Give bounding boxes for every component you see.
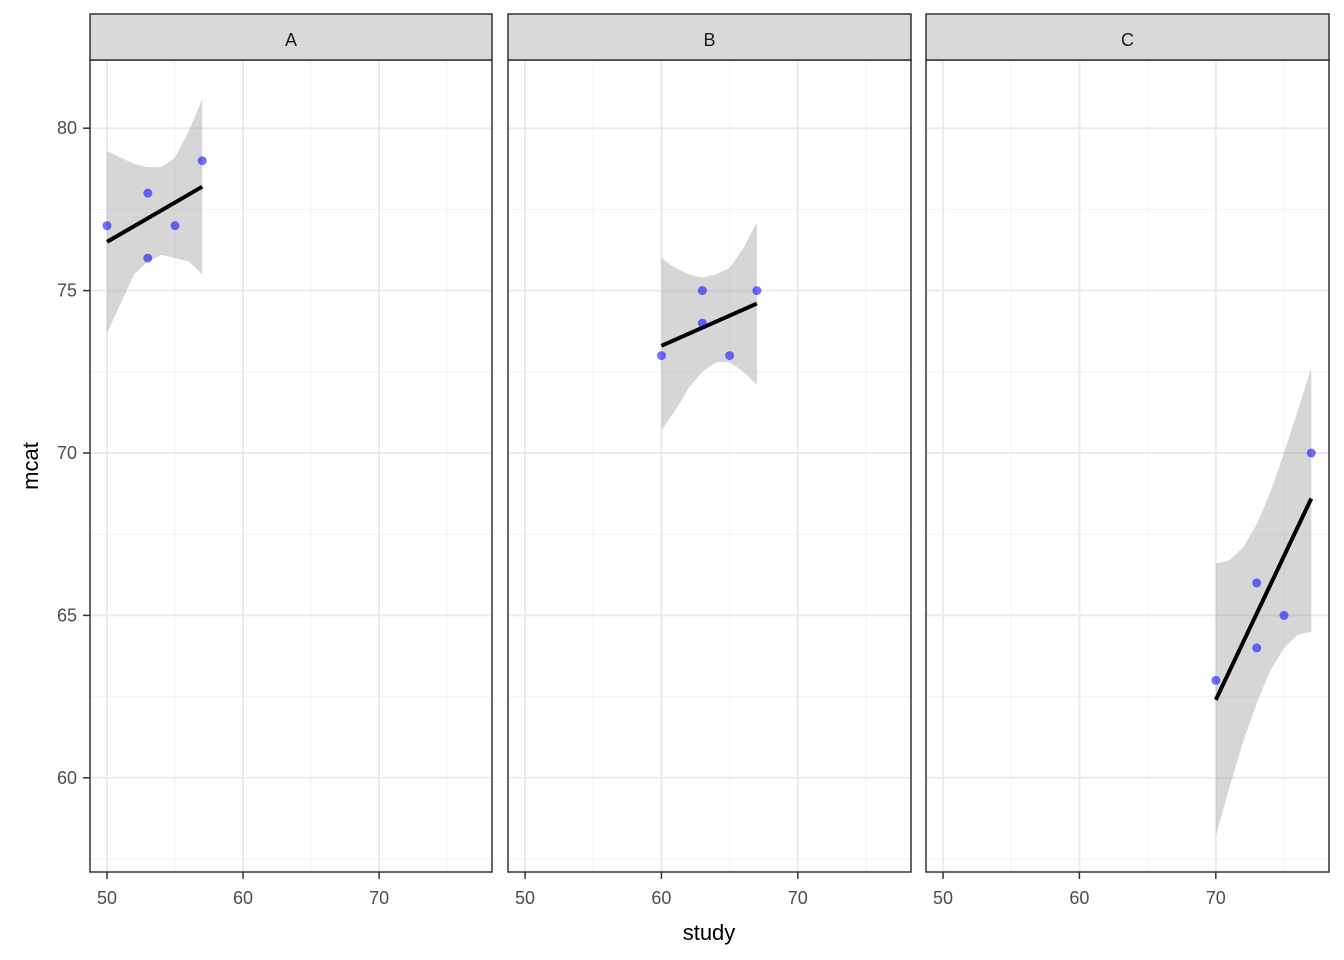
facet-strip [925,13,1330,61]
data-point [1252,643,1262,653]
x-tick-label: 50 [97,888,117,908]
facet-strip-label: B [703,30,715,50]
data-point [725,351,735,361]
facet-strip-label: A [285,30,297,50]
x-tick-label: 50 [933,888,953,908]
facet-strip [507,13,912,61]
x-tick-label: 70 [369,888,389,908]
y-axis-title: mcat [18,442,43,490]
facet-panel-A: A 50 60 70 [89,13,493,908]
x-tick-label: 60 [651,888,671,908]
regression-line [106,184,204,244]
facet-panel-B: B 50 60 70 [507,13,912,908]
data-point [697,286,707,296]
regression-line [660,301,758,348]
data-point [752,286,762,296]
facet-strip-label: C [1121,30,1134,50]
data-point [102,221,112,231]
data-point [1211,675,1221,685]
x-tick-label: 60 [233,888,253,908]
facet-panel-C: C 50 60 70 [925,13,1330,908]
data-point [143,188,153,198]
x-tick-label: 60 [1069,888,1089,908]
y-tick-label: 60 [57,768,77,788]
regression-line [1213,497,1314,701]
y-tick-label: 70 [57,443,77,463]
facet-panels: A 50 60 70 B 50 60 70 C 50 60 70 [89,13,1330,908]
facet-strip [89,13,493,61]
data-point [1279,610,1289,620]
x-tick-label: 70 [788,888,808,908]
data-point [697,318,707,328]
y-tick-label: 80 [57,118,77,138]
x-axis-title: study [683,920,736,945]
data-point [1306,448,1316,458]
data-point [170,221,180,231]
data-point [1252,578,1262,588]
y-tick-label: 75 [57,281,77,301]
data-point [197,156,207,166]
x-tick-label: 50 [515,888,535,908]
y-axis: 60 65 70 75 80 [57,118,90,788]
x-tick-label: 70 [1206,888,1226,908]
data-point [143,253,153,263]
data-point [656,351,666,361]
y-tick-label: 65 [57,605,77,625]
